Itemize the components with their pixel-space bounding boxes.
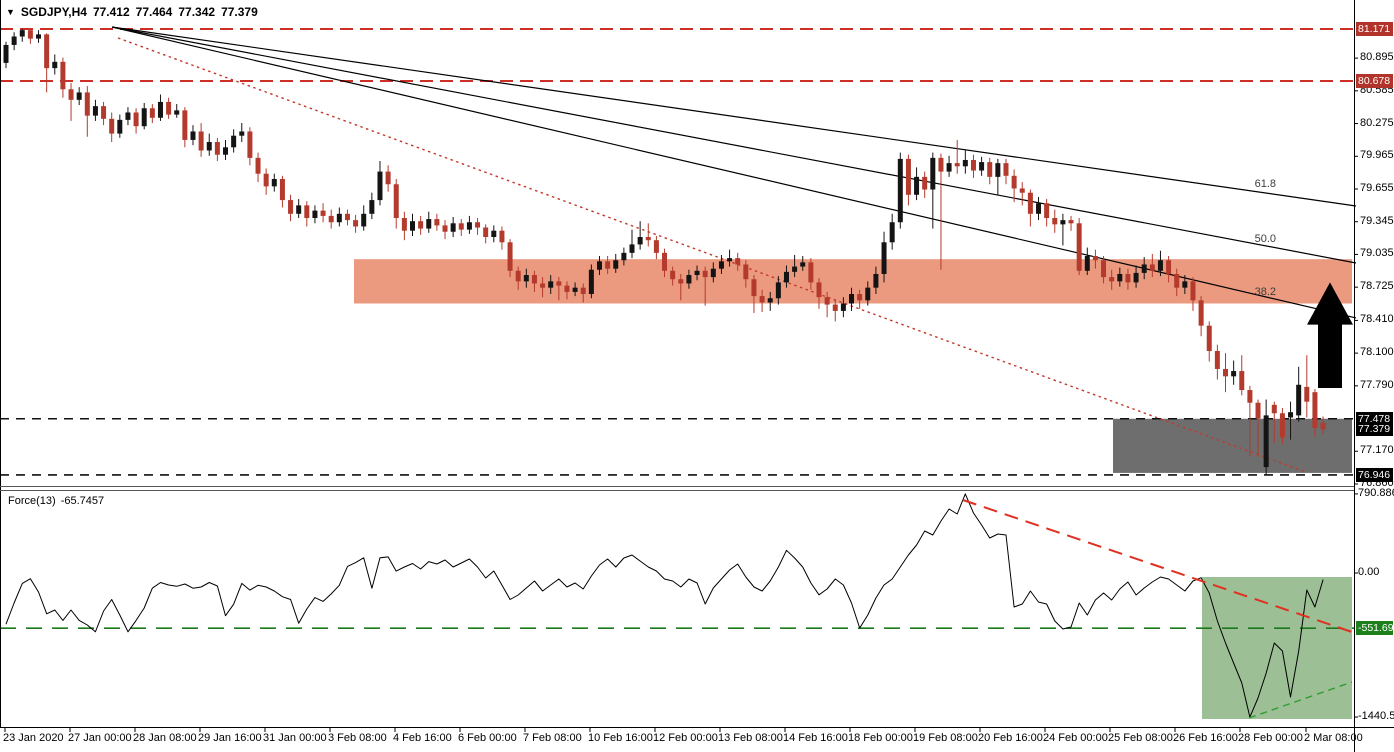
fan-line-61.8: [111, 26, 1357, 207]
time-axis-label: 6 Feb 00:00: [458, 732, 517, 744]
time-axis-label: 18 Feb 00:00: [848, 732, 913, 744]
price-axis-label: 77.170: [1360, 444, 1394, 457]
indicator-header: Force(13) -65.7457: [8, 495, 104, 507]
time-axis-label: 27 Jan 00:00: [68, 732, 132, 744]
indicator-axis-label: 790.8866: [1358, 486, 1394, 499]
indicator-name-label: Force(13): [8, 495, 56, 507]
time-axis-label: 28 Feb 00:00: [1238, 732, 1303, 744]
price-axis-label: 78.725: [1360, 280, 1394, 293]
time-axis-label: 28 Jan 08:00: [133, 732, 197, 744]
time-axis-label: 19 Feb 08:00: [913, 732, 978, 744]
indicator-badge: -551.690: [1356, 621, 1394, 636]
fib-level-label-50.0: 50.0: [1254, 233, 1276, 245]
time-axis-label: 25 Feb 08:00: [1108, 732, 1173, 744]
time-axis-label: 12 Feb 00:00: [653, 732, 718, 744]
time-axis-label: 13 Feb 08:00: [718, 732, 783, 744]
price-badge-77.379: 77.379: [1356, 422, 1393, 437]
price-axis-label: 80.895: [1360, 51, 1394, 64]
force-index-line: [5, 493, 1324, 718]
price-axis-label: 79.035: [1360, 247, 1394, 260]
time-axis-label: 31 Jan 00:00: [263, 732, 327, 744]
indicator-highlight-zone: [1202, 577, 1352, 719]
time-axis-label: 29 Jan 16:00: [198, 732, 262, 744]
low-value: 77.342: [178, 5, 216, 19]
indicator-axis-label: 0.00: [1358, 566, 1380, 578]
up-arrow-annotation: [1307, 282, 1353, 388]
time-axis-label: 20 Feb 16:00: [978, 732, 1043, 744]
price-axis-label: 79.965: [1360, 149, 1394, 162]
support-zone: [1113, 418, 1352, 473]
indicator-value-label: -65.7457: [60, 495, 105, 507]
price-axis-label: 78.100: [1360, 346, 1394, 359]
symbol-timeframe-label: SGDJPY,H4: [20, 5, 87, 19]
time-axis-label: 3 Feb 08:00: [328, 732, 387, 744]
time-axis-label: 2 Mar 08:00: [1304, 732, 1363, 744]
price-axis-label: 80.275: [1360, 116, 1394, 129]
fib-level-label-38.2: 38.2: [1254, 286, 1276, 298]
fib-level-label-61.8: 61.8: [1254, 178, 1276, 190]
chart-ohlc-header: ▼ SGDJPY,H4 77.412 77.464 77.342 77.379: [6, 5, 258, 19]
time-axis-label: 4 Feb 16:00: [393, 732, 452, 744]
price-badge-81.171: 81.171: [1356, 22, 1393, 36]
indicator-green-trendline: [1248, 681, 1353, 719]
time-axis-label: 7 Feb 08:00: [523, 732, 582, 744]
fan-line-38.2: [111, 26, 1357, 319]
price-axis-label: 78.410: [1360, 313, 1394, 326]
time-axis-label: 23 Jan 2020: [3, 732, 64, 744]
dotted-trendline: [117, 37, 1307, 473]
fan-line-50.0: [111, 26, 1357, 264]
time-axis-label: 26 Feb 16:00: [1173, 732, 1238, 744]
price-badge-80.678: 80.678: [1356, 74, 1393, 89]
candles: [3, 29, 1326, 475]
price-axis-label: 77.790: [1360, 378, 1394, 391]
indicator-axis-label: -1440.56: [1358, 710, 1394, 723]
price-badge-76.946: 76.946: [1356, 467, 1393, 482]
close-value: 77.379: [221, 5, 258, 19]
symbol-dropdown-icon[interactable]: ▼: [6, 7, 15, 17]
high-value: 77.464: [135, 5, 173, 19]
indicator-red-trendline: [962, 499, 1353, 633]
time-axis-label: 10 Feb 16:00: [588, 732, 653, 744]
time-axis-label: 14 Feb 16:00: [783, 732, 848, 744]
price-axis-label: 79.655: [1360, 181, 1394, 194]
time-axis-label: 24 Feb 00:00: [1043, 732, 1108, 744]
open-value: 77.412: [92, 5, 130, 19]
price-axis-label: 79.345: [1360, 214, 1394, 227]
